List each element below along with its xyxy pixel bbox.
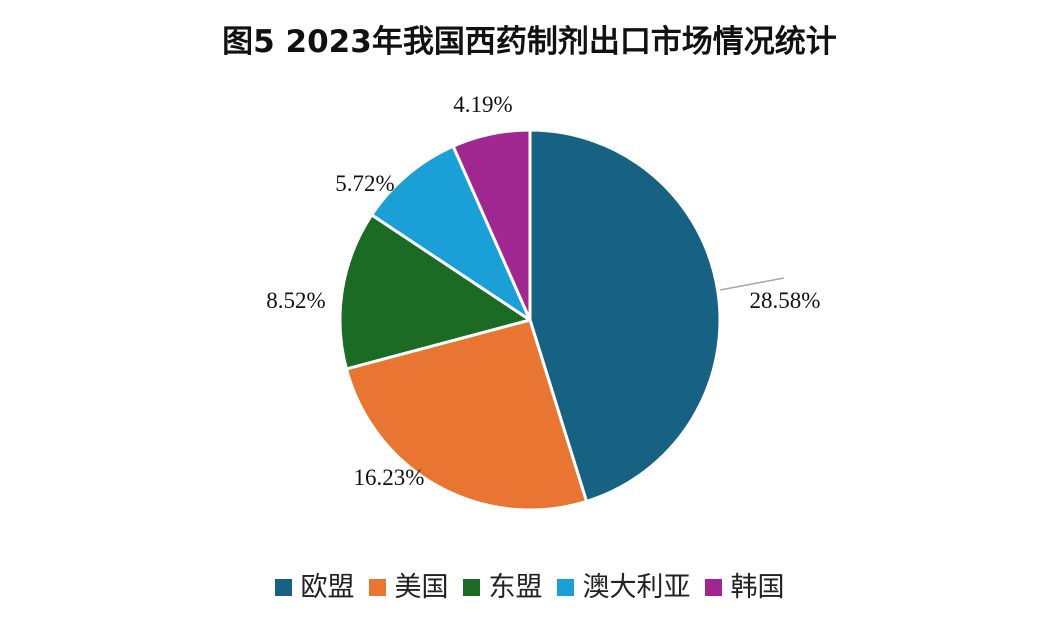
data-label-2: 16.23% bbox=[354, 465, 425, 490]
legend-label-1: 欧盟 bbox=[300, 572, 355, 603]
pie-chart: 28.58% 16.23% 8.52% 5.72% 4.19% bbox=[266, 92, 820, 512]
legend-item-3: 东盟 bbox=[462, 572, 543, 603]
pie-slices bbox=[338, 128, 722, 512]
legend-item-1: 欧盟 bbox=[274, 572, 355, 603]
pie-slice-5 bbox=[451, 128, 532, 322]
legend-label-4: 澳大利亚 bbox=[582, 572, 691, 603]
legend-item-5: 韩国 bbox=[704, 572, 785, 603]
legend-swatch-4 bbox=[556, 579, 574, 596]
legend-swatch-3 bbox=[462, 579, 480, 596]
legend-swatch-2 bbox=[368, 579, 386, 596]
data-label-3: 8.52% bbox=[266, 288, 325, 313]
leader-lines bbox=[719, 277, 785, 291]
data-label-1: 28.58% bbox=[750, 288, 821, 313]
pie-slice-4 bbox=[370, 144, 532, 322]
legend-label-3: 东盟 bbox=[488, 572, 543, 603]
legend-item-2: 美国 bbox=[368, 572, 449, 603]
data-label-4: 5.72% bbox=[335, 171, 394, 196]
pie-slice-1 bbox=[528, 128, 722, 503]
legend-label-5: 韩国 bbox=[730, 572, 785, 603]
pie-slice-2 bbox=[344, 318, 589, 512]
legend-label-2: 美国 bbox=[394, 572, 449, 603]
legend: 欧盟 美国 东盟 澳大利亚 韩国 bbox=[0, 574, 1059, 601]
legend-item-4: 澳大利亚 bbox=[556, 572, 691, 603]
leader-line-1 bbox=[719, 277, 785, 291]
legend-swatch-5 bbox=[704, 579, 722, 596]
data-labels: 28.58% 16.23% 8.52% 5.72% 4.19% bbox=[266, 92, 820, 490]
data-label-5: 4.19% bbox=[453, 92, 512, 117]
pie-slice-3 bbox=[338, 213, 532, 371]
legend-swatch-1 bbox=[274, 579, 292, 596]
chart-title: 图5 2023年我国西药制剂出口市场情况统计 bbox=[222, 24, 837, 60]
